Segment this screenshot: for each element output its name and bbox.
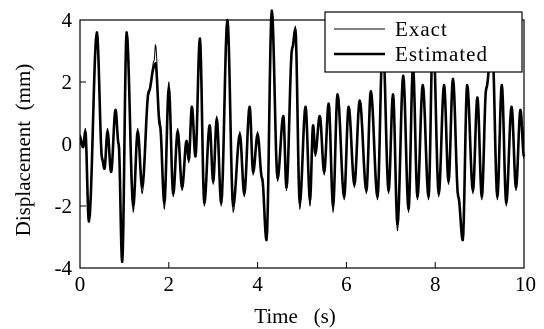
x-tick-label: 2 [164, 272, 175, 296]
series-layer [79, 9, 526, 264]
y-tick-label: 4 [62, 8, 73, 32]
x-tick-label: 10 [515, 272, 536, 296]
y-axis-label: Displacement (mm) [11, 64, 35, 237]
x-axis-ticks: 0 2 4 6 8 10 [75, 262, 536, 296]
legend-box [324, 11, 523, 73]
y-tick-label: 2 [62, 70, 73, 94]
x-tick-label: 8 [430, 272, 441, 296]
legend-label-exact: Exact [395, 17, 448, 41]
y-tick-label: 0 [62, 132, 73, 156]
y-tick-label: -4 [55, 256, 73, 280]
legend: Exact Estimated [324, 11, 523, 73]
x-tick-label: 0 [75, 272, 86, 296]
series-line-estimated [79, 9, 526, 264]
x-tick-label: 4 [252, 272, 263, 296]
x-axis-label: Time (s) [254, 304, 336, 328]
x-tick-label: 6 [341, 272, 352, 296]
legend-label-estimated: Estimated [395, 42, 488, 66]
y-axis-ticks: -4 -2 0 2 4 [55, 8, 86, 280]
y-tick-label: -2 [55, 194, 73, 218]
